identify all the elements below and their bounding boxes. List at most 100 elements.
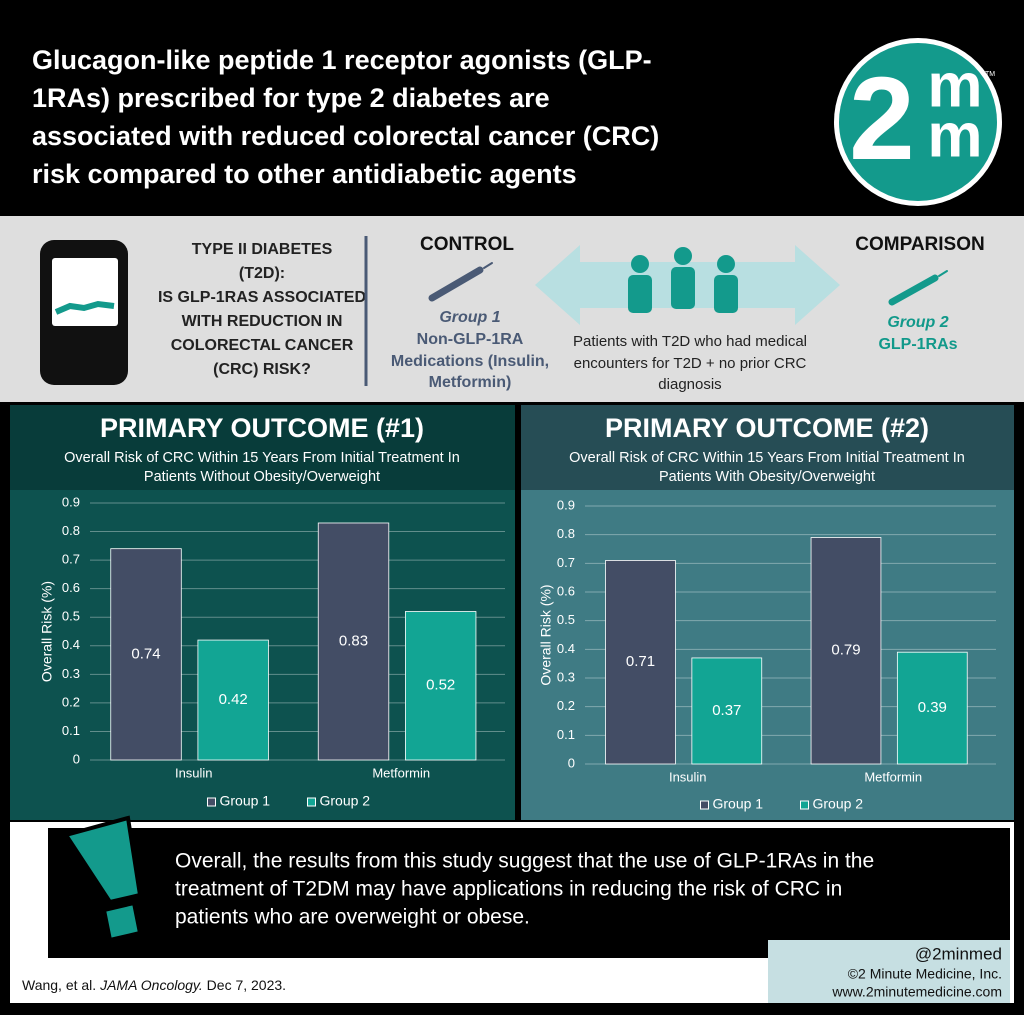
- citation-authors: Wang, et al.: [22, 977, 96, 993]
- y-tick-label: 0.6: [62, 580, 80, 595]
- value-label: 0.39: [918, 699, 947, 716]
- chart-panel-header: [10, 405, 515, 490]
- chart-title: PRIMARY OUTCOME (#2): [605, 413, 929, 443]
- y-tick-label: 0.9: [557, 497, 575, 512]
- value-label: 0.74: [131, 645, 160, 662]
- bar: [110, 548, 182, 761]
- study-band: [0, 216, 1024, 402]
- title-line: associated with reduced colorectal cance…: [32, 121, 659, 151]
- credits-line: www.2minutemedicine.com: [831, 984, 1002, 1000]
- logo-trademark: TM: [985, 71, 995, 78]
- legend-label: Group 1: [220, 793, 271, 809]
- question-line: (CRC) RISK?: [213, 361, 311, 378]
- title-line: risk compared to other antidiabetic agen…: [32, 159, 577, 189]
- question-line: COLORECTAL CANCER: [171, 337, 354, 354]
- device-screen: [52, 258, 118, 326]
- y-tick-label: 0.8: [557, 526, 575, 541]
- x-tick-label: Insulin: [669, 769, 707, 784]
- chart-subtitle: Patients With Obesity/Overweight: [659, 469, 875, 485]
- legend-swatch: [700, 800, 709, 810]
- legend-swatch: [207, 797, 216, 807]
- legend-label: Group 1: [713, 796, 764, 812]
- people-icon: [628, 247, 738, 313]
- y-tick-label: 0: [73, 751, 80, 766]
- comparison-group: Group 2: [887, 314, 948, 331]
- bar: [691, 657, 763, 765]
- chart-subtitle: Patients Without Obesity/Overweight: [144, 469, 380, 485]
- citation-date: Dec 7, 2023.: [207, 977, 286, 993]
- title-line: 1RAs) prescribed for type 2 diabetes are: [32, 83, 550, 113]
- conclusion-line: treatment of T2DM may have applications …: [175, 878, 842, 901]
- conclusion-line: Overall, the results from this study sug…: [175, 850, 874, 873]
- logo-letter: m: [927, 101, 982, 170]
- legend-swatch: [307, 797, 316, 807]
- device-wave: [54, 300, 115, 315]
- population-line: Patients with T2D who had medical: [573, 333, 807, 350]
- y-tick-label: 0.4: [62, 637, 80, 652]
- y-tick-label: 0.7: [557, 555, 575, 570]
- control-description: Medications (Insulin,: [391, 353, 549, 370]
- y-tick-label: 0.8: [62, 523, 80, 538]
- x-tick-label: Metformin: [372, 765, 430, 780]
- conclusion-box: [48, 828, 1010, 958]
- logo-number: 2: [849, 53, 915, 185]
- comparison-heading: COMPARISON: [855, 234, 984, 255]
- conclusion-line: patients who are overweight or obese.: [175, 906, 530, 929]
- logo: [839, 43, 997, 201]
- value-label: 0.83: [339, 632, 368, 649]
- question-line: WITH REDUCTION IN: [182, 313, 343, 330]
- bar: [810, 537, 882, 765]
- population-line: diagnosis: [658, 376, 721, 393]
- chart-title: PRIMARY OUTCOME (#1): [100, 413, 424, 443]
- y-tick-label: 0.5: [557, 612, 575, 627]
- y-tick-label: 0.1: [557, 727, 575, 742]
- y-tick-label: 0.5: [62, 609, 80, 624]
- x-tick-label: Insulin: [175, 765, 213, 780]
- chart: 0 0.1 0.2 0.3 0.4 0.5 0.6 0.7 0.8 0.9 Overall Risk…: [538, 497, 996, 812]
- chart: 0 0.1 0.2 0.3 0.4 0.5 0.6 0.7 0.8 0.9 Overall Risk…: [39, 494, 505, 809]
- y-tick-label: 0.3: [557, 669, 575, 684]
- legend-label: Group 2: [320, 793, 371, 809]
- credits-box: [768, 940, 1010, 1003]
- exclamation-icon: [62, 815, 143, 943]
- control-description: Metformin): [429, 374, 512, 391]
- bar: [197, 639, 269, 761]
- value-label: 0.42: [219, 691, 248, 708]
- syringe-icon: [888, 270, 948, 306]
- chart-panel-header: [521, 405, 1014, 490]
- y-axis-title: Overall Risk (%): [538, 584, 554, 685]
- logo-letter: m: [927, 51, 982, 120]
- y-tick-label: 0: [568, 755, 575, 770]
- bar: [896, 651, 968, 765]
- x-tick-label: Metformin: [864, 769, 922, 784]
- credits-line: ©2 Minute Medicine, Inc.: [848, 966, 1002, 982]
- comparison-description: GLP-1RAs: [878, 336, 957, 353]
- y-tick-label: 0.2: [62, 694, 80, 709]
- y-tick-label: 0.7: [62, 552, 80, 567]
- y-tick-label: 0.3: [62, 666, 80, 681]
- value-label: 0.71: [626, 653, 655, 670]
- y-tick-label: 0.2: [557, 698, 575, 713]
- population-line: encounters for T2D + no prior CRC: [574, 355, 807, 372]
- control-description: Non-GLP-1RA: [417, 331, 524, 348]
- question-line: TYPE II DIABETES: [192, 241, 333, 258]
- chart-subtitle: Overall Risk of CRC Within 15 Years From…: [64, 450, 460, 466]
- y-tick-label: 0.1: [62, 723, 80, 738]
- legend-swatch: [800, 800, 809, 810]
- control-group: Group 1: [439, 309, 500, 326]
- value-label: 0.52: [426, 677, 455, 694]
- y-tick-label: 0.6: [557, 583, 575, 598]
- chart-subtitle: Overall Risk of CRC Within 15 Years From…: [569, 450, 965, 466]
- citation-journal: JAMA Oncology.: [99, 977, 203, 993]
- question-line: (T2D):: [239, 265, 285, 282]
- title-line: Glucagon-like peptide 1 receptor agonist…: [32, 45, 652, 75]
- y-tick-label: 0.9: [62, 494, 80, 509]
- bar: [404, 611, 477, 761]
- legend-label: Group 2: [813, 796, 864, 812]
- credits-handle: @2minmed: [915, 944, 1002, 963]
- syringe-icon: [428, 262, 493, 302]
- value-label: 0.37: [712, 702, 741, 719]
- bar: [605, 560, 676, 765]
- y-tick-label: 0.4: [557, 641, 575, 656]
